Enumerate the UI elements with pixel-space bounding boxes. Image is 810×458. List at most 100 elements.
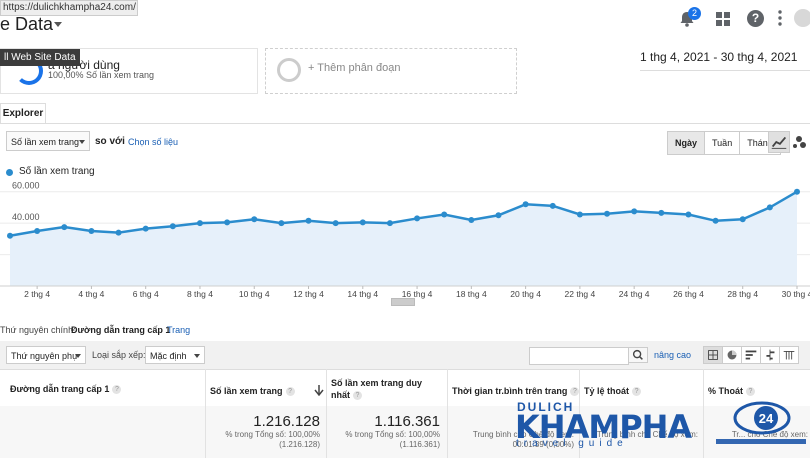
tab-explorer[interactable]: Explorer (0, 103, 46, 124)
data-point (468, 217, 475, 223)
add-segment-card[interactable] (265, 48, 517, 94)
compare-label: so với (95, 136, 125, 147)
table-search-input[interactable] (529, 347, 629, 365)
property-title[interactable]: e Data (0, 14, 54, 34)
performance-view-icon[interactable] (741, 346, 761, 364)
advanced-filter-link[interactable]: nâng cao (654, 350, 692, 360)
data-point (685, 211, 692, 218)
bounce-rate-sub: Trung bình cho Chế độ xem: (596, 430, 698, 439)
series-area (10, 191, 797, 286)
column-divider (703, 369, 704, 458)
data-point (495, 212, 502, 219)
column-header-label[interactable]: % Thoát (708, 386, 743, 396)
x-tick-label: 6 thg 4 (133, 289, 159, 299)
sort-down-arrow-icon[interactable] (314, 384, 324, 396)
watermark-badge-text: 24 (759, 411, 774, 426)
table-toolbar (0, 341, 810, 369)
data-point (7, 232, 13, 239)
primary-dimension-value[interactable]: Đường dẫn trang cấp 1 (71, 325, 171, 335)
help-icon[interactable]: ? (570, 387, 580, 397)
primary-dimension-label: Thứ nguyên chính: (0, 325, 76, 335)
column-header-label[interactable]: Đường dẫn trang cấp 1 (10, 384, 110, 394)
column-divider (579, 369, 580, 458)
column-header-label[interactable]: Số lần xem trang duy nhất (331, 378, 423, 400)
column-header-label[interactable]: Tỷ lệ thoát (584, 386, 630, 396)
sort-type-select[interactable]: Mặc định (145, 346, 205, 364)
watermark-badge-icon: 24 (733, 401, 791, 435)
sort-type-label: Loại sắp xếp: (92, 350, 146, 360)
pie-view-icon[interactable] (722, 346, 742, 364)
search-icon[interactable] (628, 347, 648, 363)
help-icon[interactable]: ? (746, 387, 755, 397)
motion-chart-icon[interactable] (792, 131, 810, 153)
help-icon[interactable]: ? (747, 10, 764, 27)
avatar[interactable] (794, 9, 810, 27)
data-point (251, 216, 258, 223)
line-chart-icon[interactable] (768, 131, 790, 153)
data-point (169, 223, 176, 230)
apps-grid-icon[interactable] (716, 12, 730, 26)
segment-tooltip: ll Web Site Data (0, 49, 80, 66)
data-point (766, 204, 773, 211)
period-day-button[interactable]: Ngày (668, 132, 706, 154)
column-header-label[interactable]: Thời gian tr.bình trên trang (452, 386, 568, 396)
watermark-tagline: travel guide (516, 438, 628, 449)
comparison-view-icon[interactable] (760, 346, 780, 364)
chevron-down-icon[interactable] (54, 22, 62, 27)
primary-dimension-alt-link[interactable]: Trang (167, 325, 191, 335)
date-range-picker[interactable]: 1 thg 4, 2021 - 30 thg 4, 2021 (640, 50, 810, 71)
more-vert-icon[interactable] (778, 10, 782, 26)
column-divider (326, 369, 327, 458)
add-segment-label[interactable]: + Thêm phân đoạn (308, 62, 401, 74)
url-tooltip: https://dulichkhampha24.com/ (0, 0, 138, 16)
series-line (9, 190, 798, 237)
data-point (224, 219, 231, 226)
column-header-label[interactable]: Số lần xem trang (210, 386, 283, 396)
x-tick-label: 14 thg 4 (347, 289, 378, 299)
column-header-page-path: Đường dẫn trang cấp 1? (10, 384, 122, 395)
column-header-bounce-rate: Tỷ lệ thoát? (584, 386, 642, 397)
x-tick-label: 22 thg 4 (565, 289, 596, 299)
pivot-view-icon[interactable] (779, 346, 799, 364)
data-point (604, 210, 611, 217)
data-point (305, 217, 312, 224)
column-header-unique-pageviews: Số lần xem trang duy nhất? (331, 377, 441, 401)
exit-rate-sub: Tr... cho Chế độ xem: (731, 430, 808, 439)
data-point (278, 220, 285, 227)
data-point (88, 228, 95, 234)
notification-badge: 2 (688, 7, 701, 20)
data-point (359, 219, 366, 226)
help-icon[interactable]: ? (353, 391, 362, 401)
x-tick-label: 2 thg 4 (24, 289, 50, 299)
metric-select[interactable]: Số lần xem trang (6, 131, 90, 151)
x-tick-label: 10 thg 4 (239, 289, 270, 299)
data-point (794, 188, 800, 195)
chart-resize-handle[interactable] (391, 298, 415, 306)
help-icon[interactable]: ? (632, 387, 642, 397)
watermark-logo-top: DULICH (517, 400, 575, 414)
column-header-avg-time: Thời gian tr.bình trên trang? (452, 386, 580, 397)
column-header-exit-rate: % Thoát? (708, 386, 755, 397)
chevron-down-icon (194, 354, 200, 358)
x-tick-label: 28 thg 4 (727, 289, 758, 299)
data-point (386, 220, 393, 227)
secondary-dimension-label: Thứ nguyên phụ (11, 351, 78, 361)
secondary-dimension-select[interactable]: Thứ nguyên phụ (6, 346, 86, 364)
choose-metric-link[interactable]: Chọn số liệu (128, 137, 179, 147)
help-icon[interactable]: ? (112, 385, 122, 395)
table-header: Đường dẫn trang cấp 1? Số lần xem trang?… (0, 369, 810, 407)
tab-divider (0, 123, 810, 124)
data-point (142, 225, 149, 232)
total-pageviews-sub: % trong Tổng số: 100,00% (1.216.128) (225, 430, 320, 449)
table-view-toggle (703, 346, 799, 364)
x-tick-label: 24 thg 4 (619, 289, 650, 299)
data-point (631, 208, 638, 215)
metric-select-label: Số lần xem trang (11, 137, 80, 147)
y-tick-label: 60.000 (12, 181, 40, 191)
x-tick-label: 4 thg 4 (78, 289, 104, 299)
data-point (115, 229, 122, 236)
totals-row (0, 406, 810, 458)
help-icon[interactable]: ? (285, 387, 295, 397)
period-week-button[interactable]: Tuần (705, 132, 741, 154)
table-view-icon[interactable] (703, 346, 723, 364)
